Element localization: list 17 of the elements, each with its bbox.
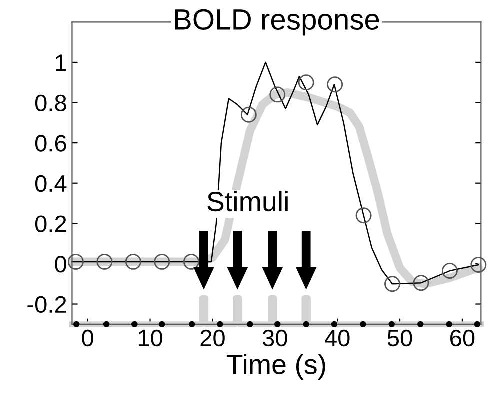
- y-tick-label: -0.2: [28, 296, 66, 314]
- x-tick-label: 10: [138, 330, 162, 347]
- y-tick-label: 0: [55, 256, 66, 273]
- x-tick-label: 30: [262, 330, 288, 347]
- x-tick-label: 60: [450, 330, 475, 347]
- annotation: Stimuli: [208, 191, 288, 212]
- x-tick-label: 50: [388, 330, 412, 347]
- x-tick-label: 40: [324, 330, 350, 347]
- x-tick-label: 0: [82, 330, 94, 347]
- x-axis-title: Time (s): [226, 354, 326, 380]
- y-tick-label: 1: [56, 54, 66, 72]
- x-tick-label: 20: [200, 330, 225, 347]
- chart-title: BOLD response: [175, 9, 380, 36]
- y-tick-label: 0.8: [35, 94, 66, 112]
- y-tick-label: 0.4: [35, 175, 67, 192]
- y-tick-label: 0.2: [35, 216, 66, 232]
- y-tick-label: 0.6: [35, 135, 66, 152]
